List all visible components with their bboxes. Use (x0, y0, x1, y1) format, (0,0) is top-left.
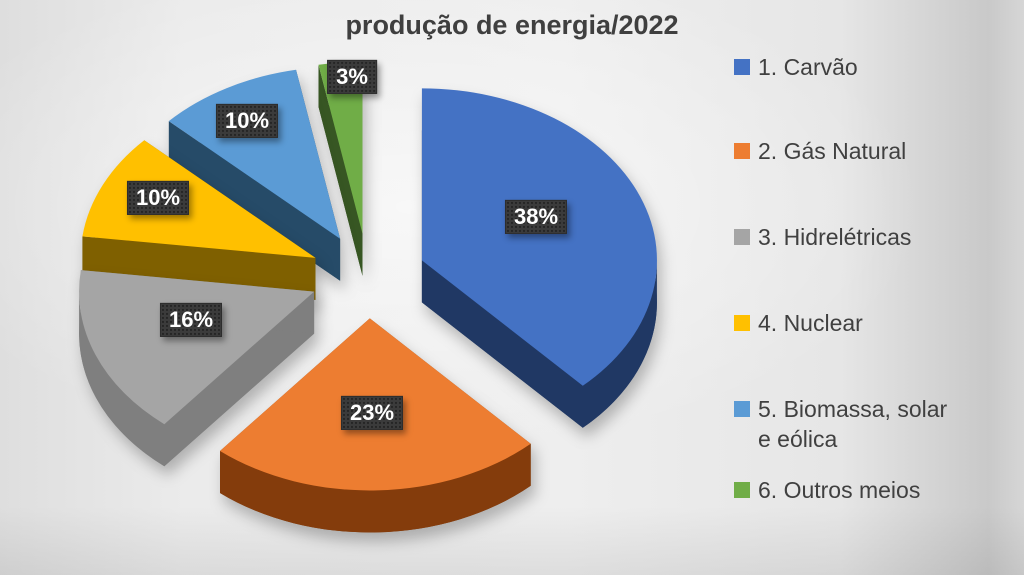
pie-slice-face (318, 61, 363, 234)
legend-swatch-icon (734, 482, 750, 498)
pie-slice-1 (421, 88, 657, 428)
legend-item-6: 6. Outros meios (734, 475, 920, 505)
legend-label: 2. Gás Natural (758, 138, 907, 164)
legend-item-5: 5. Biomassa, solar e eólica (734, 394, 947, 454)
legend-item-1: 1. Carvão (734, 52, 858, 82)
legend-swatch-icon (734, 229, 750, 245)
chart-title: produção de energia/2022 (345, 10, 679, 40)
legend-label: 5. Biomassa, solar e eólica (758, 396, 948, 452)
pie-slice-face (421, 260, 583, 428)
legend-swatch-icon (734, 143, 750, 159)
pie-slice-face (164, 291, 315, 467)
legend-label: 4. Nuclear (758, 310, 863, 336)
pie-slice-face (79, 270, 315, 425)
pie-slice-5 (168, 69, 341, 281)
legend-swatch-icon (734, 59, 750, 75)
legend-swatch-icon (734, 315, 750, 331)
legend-item-3: 3. Hidrelétricas (734, 222, 911, 252)
legend-item-4: 4. Nuclear (734, 308, 863, 338)
pie-slice-face (168, 121, 341, 281)
legend-swatch-icon (734, 401, 750, 417)
pie-slice-face (421, 88, 657, 386)
pie-slice-face (582, 260, 657, 428)
legend-item-2: 2. Gás Natural (734, 136, 906, 166)
legend-label: 6. Outros meios (758, 477, 921, 503)
pie-slice-face (82, 140, 316, 258)
pie-slice-3 (79, 270, 315, 467)
pie-slice-face (220, 443, 531, 533)
pie-slice-face (318, 64, 363, 276)
pie-slice-face (82, 236, 316, 300)
pie-slice-face (79, 291, 165, 467)
legend-label: 3. Hidrelétricas (758, 224, 912, 250)
legend-label: 1. Carvão (758, 54, 858, 80)
pie-slice-face (168, 69, 341, 239)
pie-slice-6 (318, 61, 363, 276)
